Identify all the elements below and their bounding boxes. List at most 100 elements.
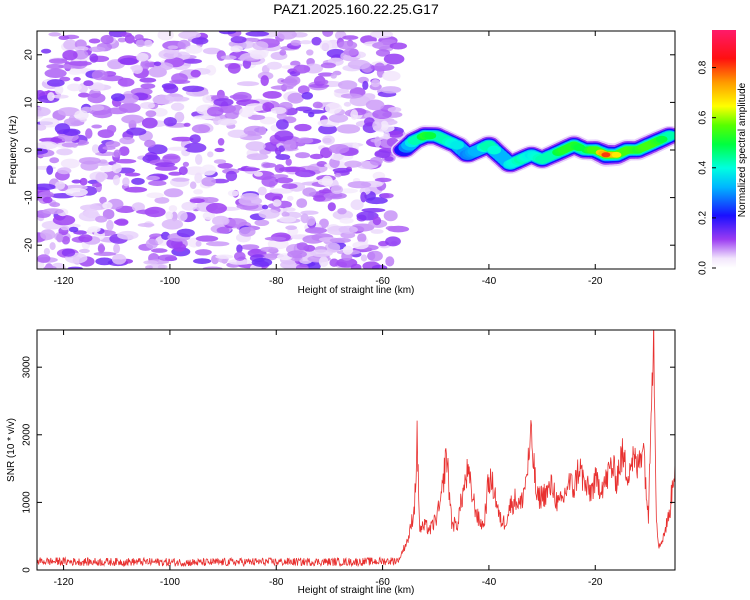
- noise-cell: [111, 253, 127, 265]
- noise-cell: [49, 157, 60, 164]
- noise-cell: [39, 137, 63, 143]
- x-tick-label: -20: [588, 577, 603, 588]
- noise-cell: [296, 137, 314, 144]
- signal-ridge-cells: [390, 125, 675, 174]
- noise-cell: [193, 258, 212, 264]
- noise-cell: [193, 189, 204, 195]
- noise-cell: [195, 240, 202, 247]
- noise-cell: [328, 144, 350, 154]
- noise-cell: [117, 37, 127, 43]
- noise-cell: [329, 258, 339, 267]
- noise-cell: [384, 156, 394, 162]
- noise-cell: [281, 211, 290, 217]
- colorbar-tick-label: 0.6: [698, 110, 709, 124]
- noise-cell: [236, 81, 260, 87]
- noise-cell: [322, 79, 329, 85]
- noise-cell: [370, 31, 394, 39]
- colorbar-label: Normalized spectral amplitude: [737, 82, 748, 217]
- noise-cell: [230, 36, 247, 44]
- noise-cell: [134, 34, 144, 41]
- noise-cell: [57, 107, 80, 117]
- noise-cell: [202, 94, 212, 104]
- noise-cell: [271, 174, 289, 179]
- noise-cell: [272, 199, 282, 207]
- noise-cell: [374, 62, 385, 72]
- noise-cell: [131, 202, 145, 212]
- noise-cell: [319, 40, 333, 51]
- noise-cell: [95, 257, 114, 266]
- noise-cell: [338, 188, 359, 194]
- noise-cell: [206, 106, 224, 117]
- noise-cell: [216, 226, 230, 234]
- noise-cell: [100, 165, 114, 173]
- noise-cell: [163, 117, 177, 127]
- noise-cell: [162, 153, 181, 164]
- noise-cell: [240, 244, 260, 251]
- noise-cell: [155, 162, 175, 168]
- noise-cell: [360, 254, 368, 262]
- signal-cell: [487, 145, 502, 155]
- noise-cell: [48, 58, 68, 64]
- noise-cell: [295, 152, 311, 159]
- noise-cell: [146, 192, 164, 199]
- noise-cell: [152, 94, 175, 105]
- noise-cell: [41, 48, 52, 54]
- noise-cell: [342, 35, 359, 40]
- noise-cell: [269, 188, 293, 194]
- noise-cell: [215, 254, 234, 259]
- noise-cell: [140, 83, 156, 89]
- noise-cell: [285, 225, 298, 230]
- snr-series-line: [37, 330, 675, 568]
- noise-cell: [343, 48, 359, 56]
- noise-cell: [151, 248, 168, 253]
- noise-cell: [245, 141, 266, 152]
- noise-cell: [302, 187, 317, 197]
- noise-cell: [317, 178, 334, 186]
- noise-cell: [356, 211, 379, 221]
- noise-cell: [171, 211, 178, 222]
- noise-cell: [309, 153, 324, 160]
- noise-cell: [93, 251, 117, 256]
- noise-cell: [347, 59, 371, 70]
- noise-cell: [325, 102, 342, 114]
- noise-cell: [118, 146, 130, 157]
- noise-cell: [185, 44, 203, 54]
- noise-cell: [67, 266, 83, 269]
- noise-cell: [111, 93, 125, 102]
- noise-cell: [338, 225, 358, 234]
- noise-cell: [212, 215, 230, 226]
- noise-cell: [65, 187, 88, 197]
- noise-cell: [178, 166, 188, 176]
- noise-cell: [168, 171, 183, 176]
- noise-cell: [375, 49, 391, 57]
- noise-cell: [282, 207, 296, 212]
- noise-cell: [279, 216, 297, 223]
- noise-cell: [262, 91, 282, 99]
- noise-cell: [37, 106, 51, 117]
- noise-cell: [238, 196, 263, 206]
- noise-cell: [328, 113, 349, 123]
- noise-cell: [261, 176, 279, 187]
- noise-cell: [297, 85, 310, 95]
- noise-cell: [374, 177, 392, 183]
- noise-cell: [227, 190, 239, 197]
- noise-cell: [78, 92, 90, 98]
- noise-cell: [342, 245, 354, 255]
- signal-cell: [655, 135, 668, 143]
- noise-cell: [383, 53, 405, 65]
- x-tick-label: -40: [482, 577, 497, 588]
- noise-cell: [87, 93, 106, 104]
- noise-cell: [143, 260, 159, 265]
- noise-cell: [44, 68, 67, 79]
- noise-cell: [68, 61, 92, 66]
- noise-cell: [170, 102, 185, 112]
- noise-cell: [227, 129, 249, 138]
- noise-cell: [195, 154, 203, 165]
- noise-cell: [148, 180, 167, 186]
- x-tick-label: -40: [482, 276, 497, 287]
- noise-cell: [78, 234, 93, 243]
- noise-cell: [46, 79, 65, 87]
- noise-cell: [381, 39, 397, 44]
- noise-cell: [140, 102, 155, 109]
- noise-cell: [330, 73, 337, 79]
